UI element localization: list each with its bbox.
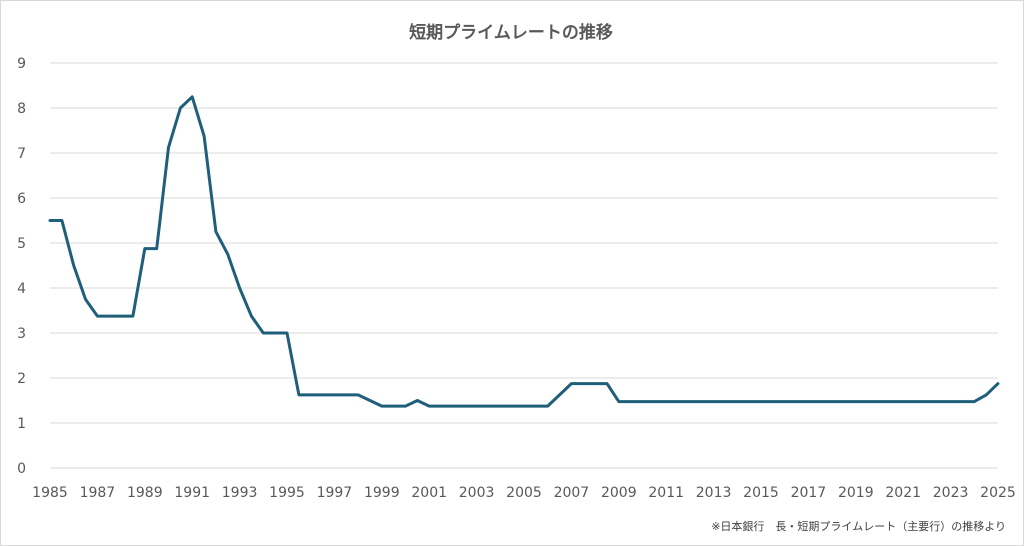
x-tick-label: 2009 (601, 485, 637, 501)
series-layer (48, 95, 1000, 408)
x-tick-label: 2017 (791, 485, 827, 501)
series-line-0 (48, 95, 1000, 408)
x-tick-label: 2019 (838, 485, 874, 501)
x-axis-ticks: 1985 1987 1989 1991 1993 1995 1997 1999 2001 2003… (32, 485, 1016, 501)
y-axis-ticks: 0 1 2 3 4 5 6 7 8 9 (17, 56, 26, 477)
y-tick-label: 6 (17, 191, 26, 207)
x-tick-label: 2015 (743, 485, 779, 501)
x-tick-label: 1987 (80, 485, 116, 501)
x-tick-label: 2001 (411, 485, 447, 501)
y-tick-label: 7 (17, 146, 26, 162)
y-tick-label: 9 (17, 56, 26, 72)
x-tick-label: 1993 (222, 485, 258, 501)
x-tick-label: 2021 (885, 485, 921, 501)
gridlines (50, 62, 998, 469)
x-tick-label: 1997 (317, 485, 353, 501)
x-tick-label: 2003 (459, 485, 495, 501)
x-tick-label: 2013 (696, 485, 732, 501)
y-tick-label: 0 (17, 461, 26, 477)
x-tick-label: 1991 (174, 485, 210, 501)
x-tick-label: 2025 (980, 485, 1016, 501)
x-tick-label: 2023 (933, 485, 969, 501)
y-tick-label: 1 (17, 416, 26, 432)
x-tick-label: 2007 (554, 485, 590, 501)
y-tick-label: 5 (17, 236, 26, 252)
y-tick-label: 4 (17, 281, 26, 297)
x-tick-label: 2011 (648, 485, 684, 501)
source-note: ※日本銀行 長・短期プライムレート（主要行）の推移より (711, 520, 1006, 533)
x-tick-label: 1985 (32, 485, 68, 501)
x-tick-label: 1995 (269, 485, 305, 501)
y-tick-label: 3 (17, 326, 26, 342)
y-tick-label: 2 (17, 371, 26, 387)
y-tick-label: 8 (17, 101, 26, 117)
x-tick-label: 1989 (127, 485, 163, 501)
x-tick-label: 1999 (364, 485, 400, 501)
x-tick-label: 2005 (506, 485, 542, 501)
chart-title: 短期プライムレートの推移 (409, 23, 613, 43)
